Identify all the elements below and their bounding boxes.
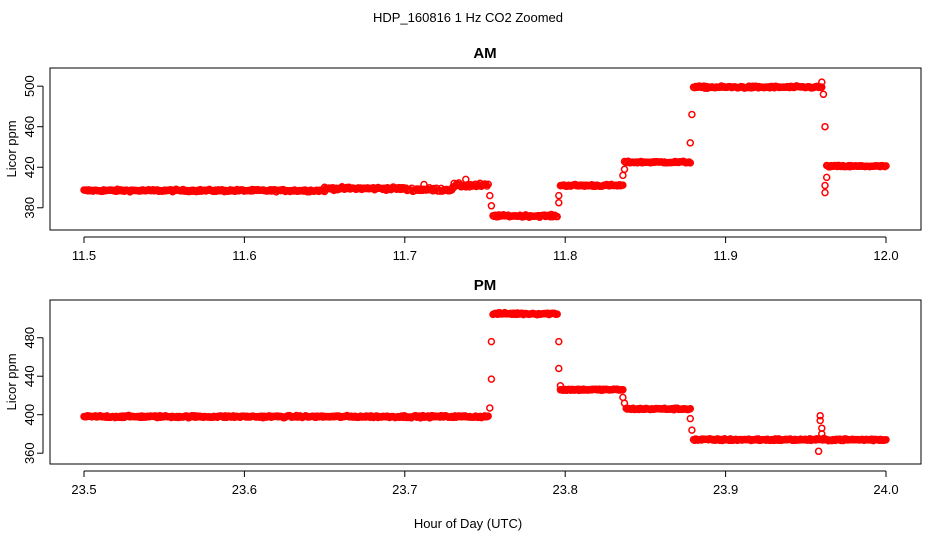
pm-transition-point: [486, 404, 494, 412]
am-data-point: [484, 180, 492, 189]
am-x-tick-label: 11.7: [393, 248, 417, 263]
pm-plot-frame: [49, 299, 922, 465]
pm-transition-point: [556, 382, 565, 390]
am-transition-point: [822, 173, 831, 182]
am-data-points: [80, 78, 890, 221]
am-transition-point: [619, 171, 627, 180]
pm-y-tick-label: 400: [22, 404, 37, 426]
am-x-tick-label: 11.8: [553, 248, 577, 263]
pm-transition-point: [620, 399, 629, 407]
am-data-point: [619, 181, 627, 189]
pm-transition-point: [555, 337, 563, 346]
am-transition-point: [821, 122, 829, 131]
pm-x-tick-label: 23.8: [553, 482, 578, 497]
am-y-axis: 380 420 460 500: [22, 75, 44, 219]
pm-panel-title: PM: [474, 277, 497, 294]
am-y-tick-label: 460: [22, 116, 37, 138]
am-data-point: [553, 212, 561, 221]
pm-transition-point: [816, 416, 824, 425]
pm-y-axis: 360 400 440 480: [22, 327, 44, 464]
pm-transition-point: [686, 414, 695, 423]
pm-transition-point: [688, 426, 696, 434]
am-transition-point: [555, 198, 563, 207]
am-transition-point: [555, 191, 563, 200]
am-data-point: [686, 159, 695, 167]
pm-panel: PM Licor ppm 23.5 23.6 23.7 23.8 23.9 24.0 36…: [4, 277, 922, 497]
pm-transition-point: [816, 411, 824, 420]
pm-transition-point: [487, 375, 496, 383]
am-panel-title: AM: [473, 45, 496, 62]
am-x-tick-label: 12.0: [873, 248, 898, 263]
am-x-tick-label: 11.6: [232, 248, 256, 263]
pm-transition-point: [487, 337, 496, 346]
pm-data-point: [484, 412, 492, 420]
pm-x-axis: 23.5 23.6 23.7 23.8 23.9 24.0: [71, 470, 899, 497]
pm-data-points: [80, 308, 890, 456]
am-transition-point: [821, 181, 829, 190]
pm-x-tick-label: 23.7: [392, 482, 417, 497]
pm-y-axis-label: Licor ppm: [4, 353, 19, 410]
pm-x-tick-label: 24.0: [873, 482, 898, 497]
pm-data-point: [686, 404, 695, 413]
am-data-point: [882, 162, 890, 170]
am-y-axis-label: Licor ppm: [4, 120, 19, 177]
pm-y-tick-label: 480: [22, 327, 37, 349]
chart-title: HDP_160816 1 Hz CO2 Zoomed: [373, 10, 563, 25]
am-x-tick-label: 11.5: [72, 248, 96, 263]
am-transition-point: [620, 165, 629, 174]
pm-transition-point: [814, 447, 823, 456]
pm-data-point: [553, 310, 561, 318]
am-transition-point: [821, 188, 829, 197]
am-transition-point: [818, 78, 826, 86]
x-axis-label: Hour of Day (UTC): [414, 516, 522, 531]
am-panel: AM Licor ppm 11.5 11.6 11.7 11.8 11.9 12.0 38…: [4, 45, 922, 263]
pm-x-tick-label: 23.6: [232, 482, 257, 497]
am-y-tick-label: 420: [22, 156, 37, 178]
pm-y-tick-label: 360: [22, 442, 37, 464]
am-y-tick-label: 500: [22, 75, 37, 97]
pm-data-point: [619, 385, 627, 394]
am-transition-point: [819, 90, 828, 99]
pm-data-point: [882, 435, 890, 444]
am-x-tick-label: 11.9: [713, 248, 737, 263]
pm-x-tick-label: 23.9: [713, 482, 738, 497]
am-data-point: [818, 83, 826, 91]
am-transition-point: [686, 139, 695, 147]
am-transition-point: [486, 191, 494, 200]
pm-transition-point: [555, 364, 563, 373]
pm-transition-point: [818, 430, 826, 438]
pm-x-tick-label: 23.5: [71, 482, 96, 497]
am-transition-point: [462, 175, 470, 184]
am-transition-point: [487, 202, 496, 210]
am-transition-point: [420, 180, 428, 189]
am-x-axis: 11.5 11.6 11.7 11.8 11.9 12.0: [72, 236, 899, 263]
am-transition-point: [688, 110, 696, 119]
am-data-point: [397, 184, 406, 192]
am-plot-frame: [49, 67, 922, 231]
am-y-tick-label: 380: [22, 197, 37, 219]
pm-y-tick-label: 440: [22, 365, 37, 387]
